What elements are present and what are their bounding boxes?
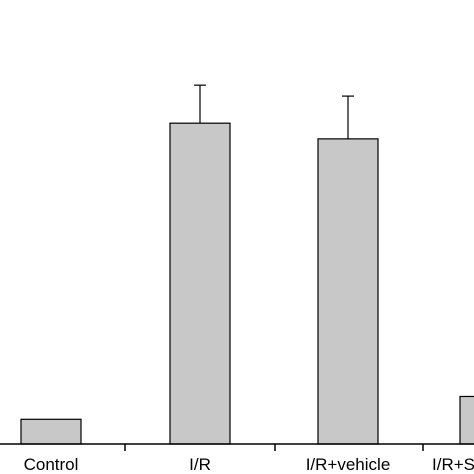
bar-1 [169,122,231,445]
x-axis-tick-labels: Control I/R I/R+vehicle I/R+S [24,455,474,474]
x-axis-ticks [124,444,424,451]
bars-layer [20,122,474,445]
tick-label-control: Control [24,455,79,474]
bar-2 [317,138,379,445]
bar-0 [20,418,82,445]
tick-label-ir: I/R [189,455,211,474]
tick-label-ir-s: I/R+S [432,455,474,474]
error-bars-layer [194,84,354,139]
bar-3 [459,395,474,445]
tick-label-ir-vehicle: I/R+vehicle [306,455,391,474]
